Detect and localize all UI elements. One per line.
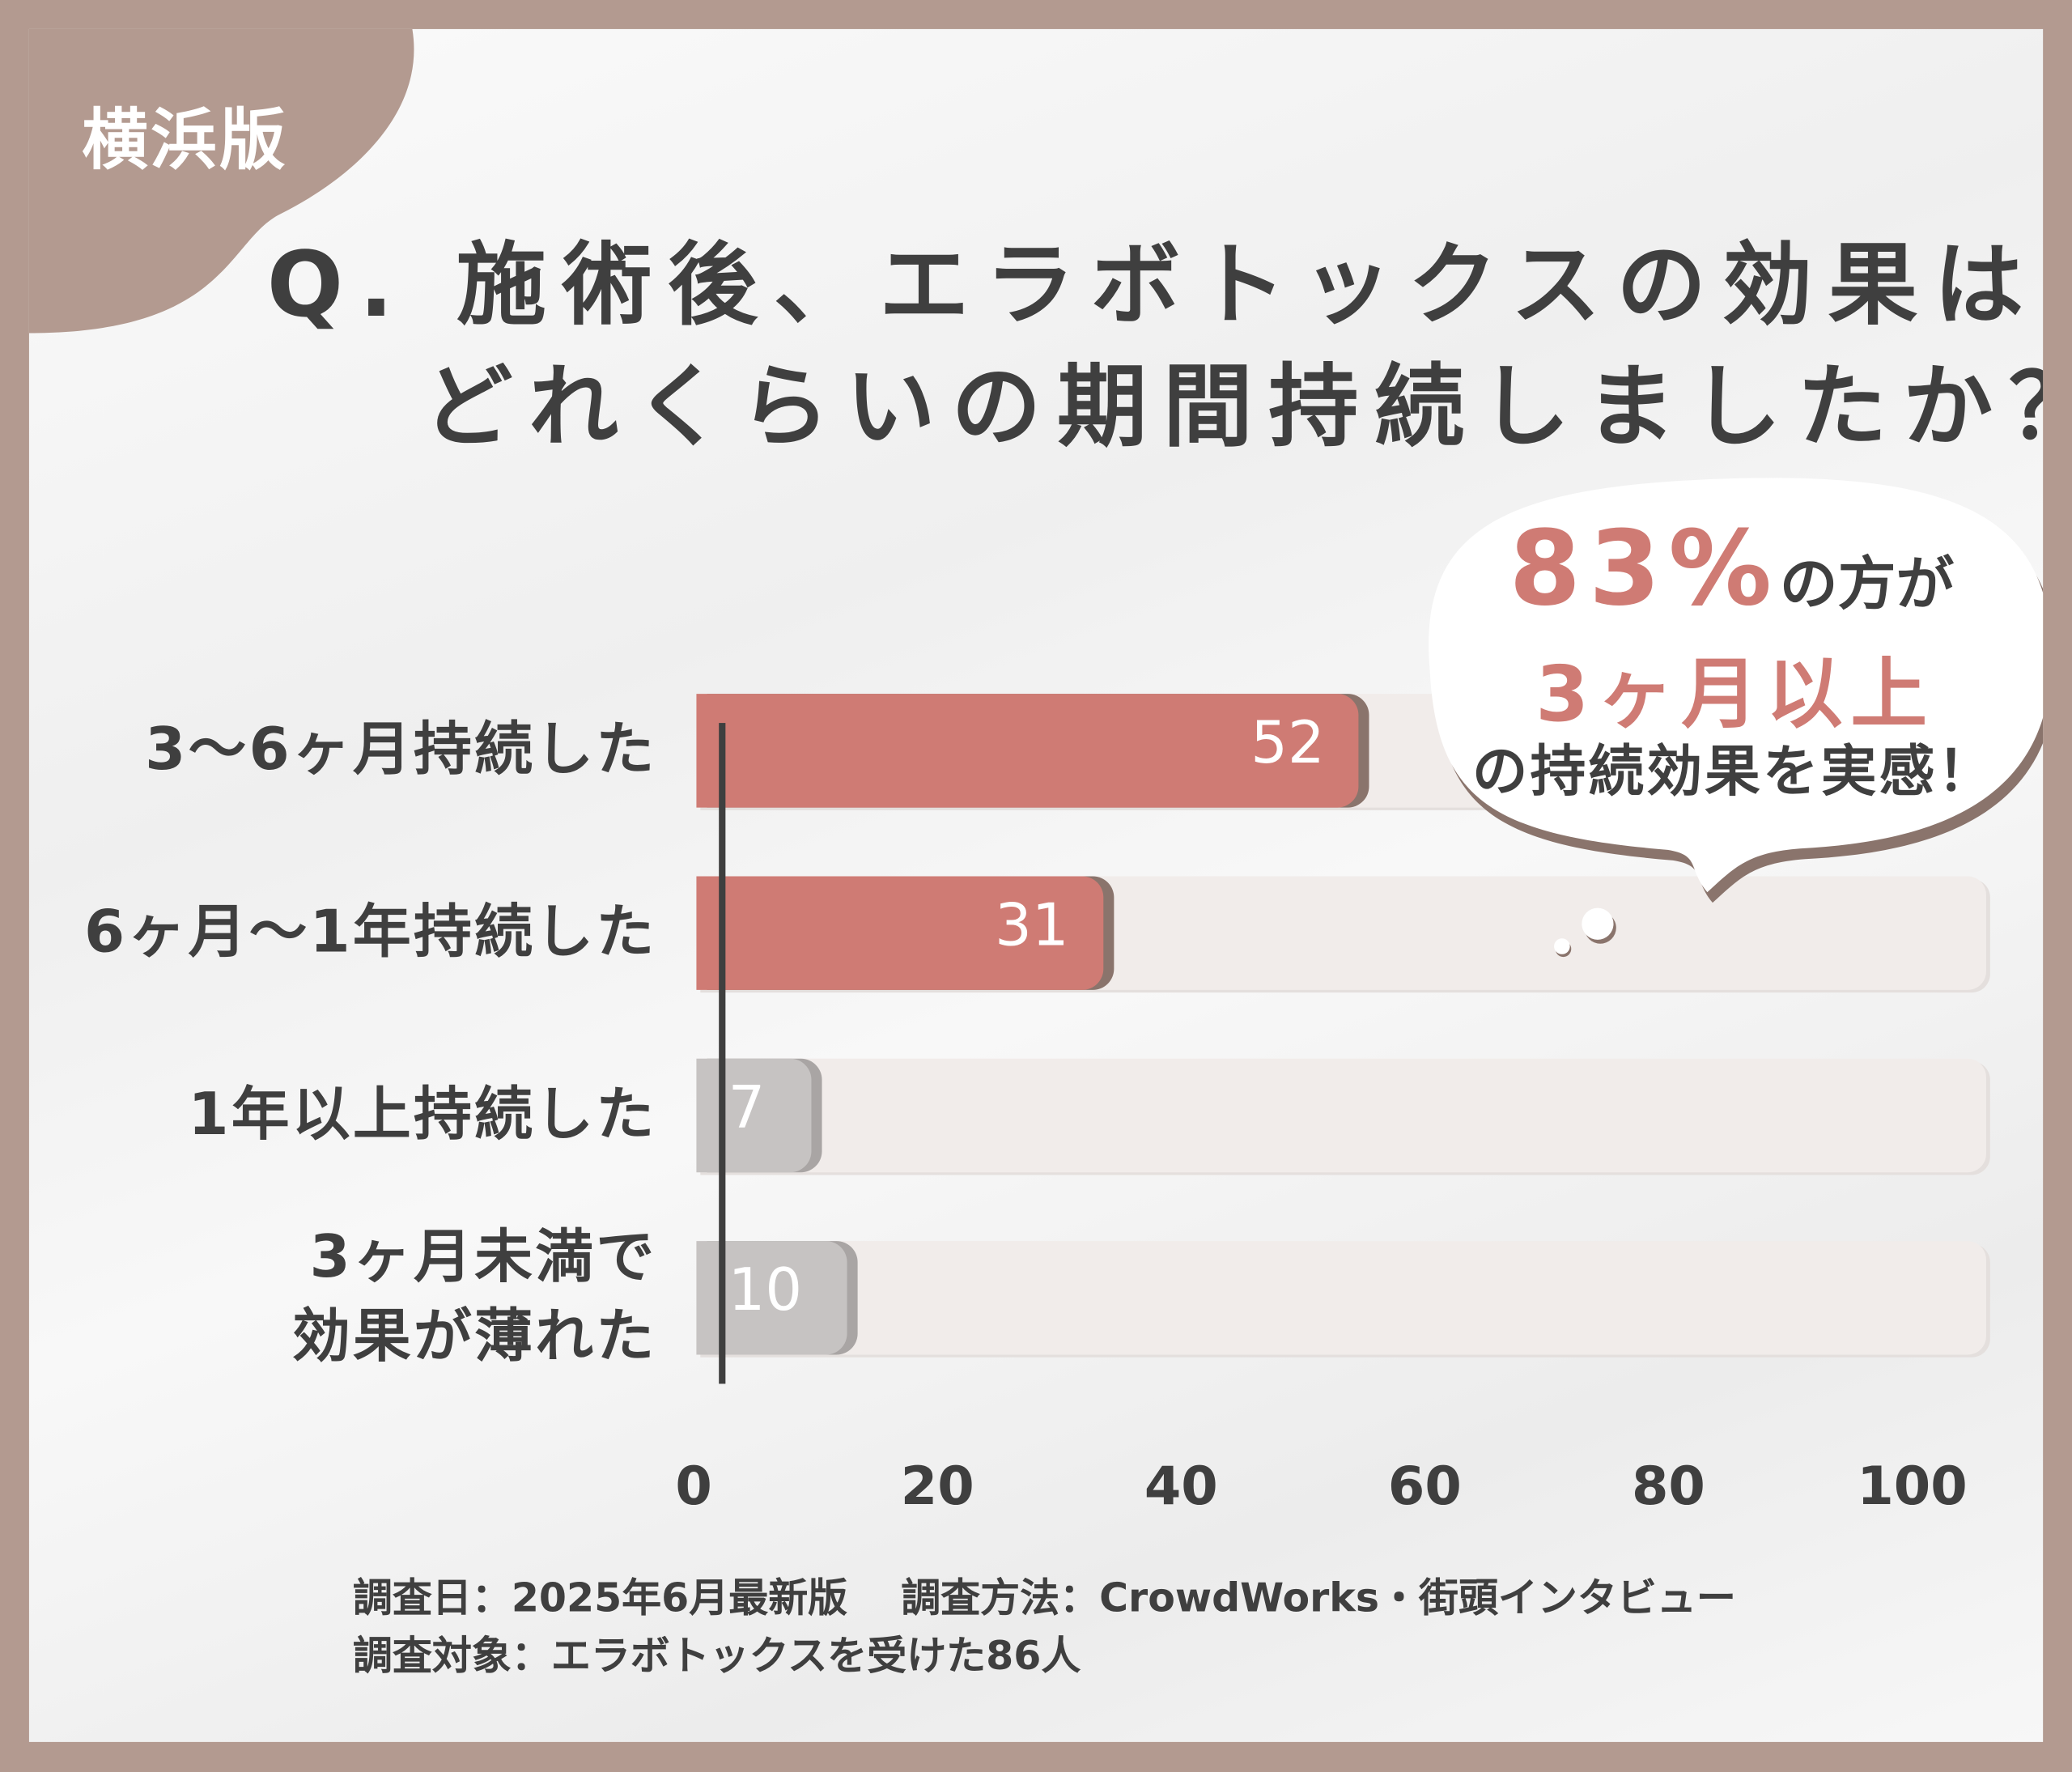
callout-tail: の持続効果を実感！ xyxy=(1471,738,1996,804)
callout-highlight: 3ヶ月以上 xyxy=(1535,648,1935,739)
x-tick-label: 100 xyxy=(1857,1456,1968,1518)
category-label-line: 1年以上持続した xyxy=(188,1081,657,1149)
bar: 7 xyxy=(696,1058,811,1173)
category-label: 6ヶ月〜1年持続した xyxy=(84,894,656,973)
x-tick-label: 20 xyxy=(900,1456,974,1518)
category-label-line: 3ヶ月未満で xyxy=(309,1223,657,1292)
x-tick-label: 0 xyxy=(675,1456,712,1518)
bar-value-label: 10 xyxy=(728,1256,803,1324)
footer-line-2: 調査対象：エラボトックスを受けた86人 xyxy=(352,1634,1081,1681)
bar-value-label: 7 xyxy=(728,1074,766,1142)
region-badge: 横浜版 xyxy=(82,101,288,179)
x-tick-label: 60 xyxy=(1387,1456,1462,1518)
x-tick-label: 40 xyxy=(1144,1456,1218,1518)
x-tick-label: 80 xyxy=(1631,1456,1705,1518)
category-label-line: 効果が薄れた xyxy=(291,1302,657,1371)
speech-bubble xyxy=(1429,478,2044,903)
category-label-line: 3〜6ヶ月持続した xyxy=(145,716,657,784)
title-line-1: Q. 施術後、エラボトックスの効果は xyxy=(266,233,2040,338)
bar-value-label: 52 xyxy=(1250,709,1325,778)
bubble-dot xyxy=(1582,907,1614,940)
category-label: 3〜6ヶ月持続した xyxy=(145,711,656,790)
bar: 31 xyxy=(696,876,1103,990)
callout-percent-suffix: の方が xyxy=(1779,550,1955,619)
bar: 52 xyxy=(696,694,1360,808)
card: 横浜版 Q. 施術後、エラボトックスの効果は どれくらいの期間持続しましたか？ … xyxy=(28,28,2044,1742)
footer-line-1: 調査日：2025年6月最新版 調査方法：CrowdWorks・街頭インタビュー xyxy=(352,1575,1736,1622)
corner-decoration xyxy=(28,28,414,334)
bar-track xyxy=(696,1058,1986,1173)
callout-percent: 83% xyxy=(1509,510,1780,630)
bubble-dot-small xyxy=(1554,938,1570,954)
bar-value-label: 31 xyxy=(995,892,1069,960)
bar-track xyxy=(696,1241,1986,1355)
category-label-line: 6ヶ月〜1年持続した xyxy=(84,899,657,967)
callout-line-1: 83%の方が xyxy=(1509,510,1955,629)
title-line-2: どれくらいの期間持続しましたか？ xyxy=(422,355,2044,461)
y-axis-line xyxy=(719,723,726,1384)
category-label: 3ヶ月未満で効果が薄れた xyxy=(292,1218,657,1377)
category-label: 1年以上持続した xyxy=(188,1076,656,1155)
